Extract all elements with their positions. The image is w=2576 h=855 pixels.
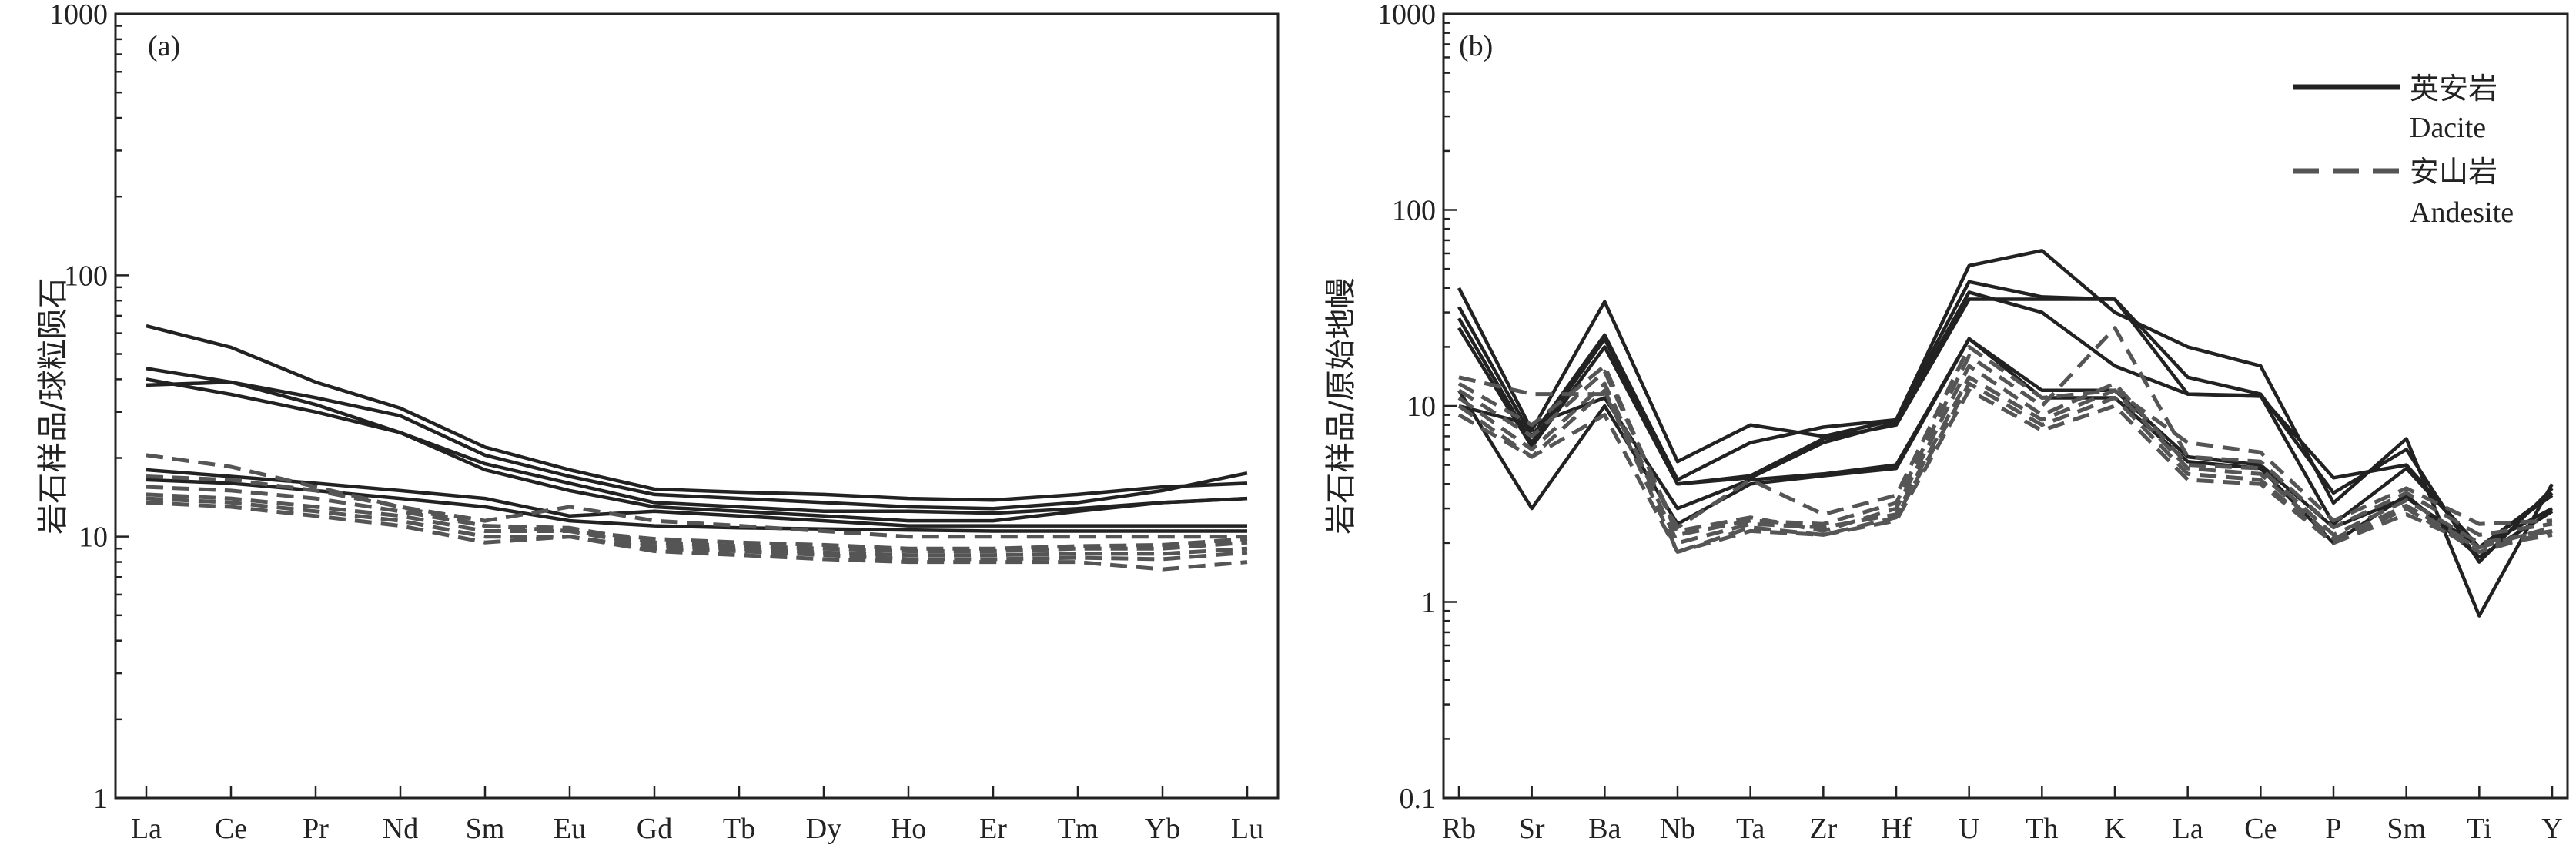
panel-a-x-tick-label: Er: [979, 813, 1007, 845]
panel-a-series-lines: [146, 324, 1248, 572]
panel-b-x-tick-label: Ce: [2244, 813, 2277, 845]
panel-b-legend: 英安岩 Dacite 安山岩 Andesite: [2293, 72, 2514, 229]
panel-a-series-andesite-12: [146, 500, 1248, 572]
panel-a-x-tick-label: Dy: [806, 813, 841, 845]
panel-a-label: (a): [148, 30, 180, 62]
panel-a-x-tick-label: Tm: [1058, 813, 1099, 845]
panel-b-axis-ticks: 0.1 1 10 100 1000 Rb Sr Ba Nb Ta Zr Hf U Th K La Ce P Sm Ti…: [1377, 0, 2563, 845]
panel-a-series-andesite-10: [146, 492, 1248, 558]
panel-b-series-andesite-10: [1457, 375, 2553, 550]
legend-dacite-label-en: Dacite: [2410, 112, 2486, 144]
panel-b-series-lines: [1457, 249, 2554, 618]
panel-a-x-tick-label: Eu: [554, 813, 586, 845]
panel-a-y-tick-label: 1: [93, 783, 108, 815]
panel-a-y-tick-label: 1000: [49, 0, 108, 31]
panel-b-y-tick-label: 100: [1392, 195, 1436, 227]
panel-b-y-tick-label: 0.1: [1400, 783, 1437, 815]
panel-a-x-tick-label: Tb: [723, 813, 755, 845]
panel-a-y-tick-label: 10: [79, 521, 108, 554]
panel-a-series-dacite-3: [146, 377, 1248, 515]
panel-b-x-tick-label: Ta: [1736, 813, 1765, 845]
legend-andesite-label-cn: 安山岩: [2410, 155, 2497, 189]
legend-andesite-label-en: Andesite: [2410, 196, 2514, 229]
panel-b-y-tick-label: 10: [1407, 391, 1436, 423]
panel-a-y-axis-label: 岩石样品/球粒陨石: [35, 277, 71, 534]
panel-a-x-tick-label: Ho: [891, 813, 926, 845]
panel-a-x-tick-label: Pr: [303, 813, 329, 845]
panel-a-plot-frame: [114, 12, 1280, 800]
panel-b-series-dacite-4: [1457, 297, 2554, 549]
panel-b-x-tick-label: Sr: [1519, 813, 1545, 845]
panel-b-primitive-mantle-spider: (b) 岩石样品/原始地幔 0.1 1 10 100 1000 Rb Sr Ba Nb Ta Zr H…: [1323, 0, 2569, 845]
panel-b-x-tick-label: Rb: [1442, 813, 1476, 845]
panel-a-series-andesite-7: [146, 453, 1247, 539]
panel-a-x-tick-label: Ce: [215, 813, 247, 845]
panel-a-chondrite-ree: (a) 岩石样品/球粒陨石 1 10 100 1000 La Ce Pr Nd Sm Eu Gd Tb…: [35, 0, 1280, 845]
panel-b-series-andesite-12: [1457, 388, 2553, 554]
panel-a-series-andesite-11: [146, 496, 1248, 562]
panel-b-series-andesite-9: [1457, 364, 2553, 545]
panel-b-x-tick-label: Zr: [1809, 813, 1837, 845]
panel-a-x-tick-label: Nd: [383, 813, 418, 845]
panel-a-axis-ticks: 1 10 100 1000 La Ce Pr Nd Sm Eu Gd Tb Dy Ho Er Tm Yb Lu: [49, 0, 1263, 845]
panel-b-x-tick-label: La: [2173, 813, 2203, 845]
panel-a-series-dacite-5: [146, 468, 1247, 528]
panel-a-series-andesite-9: [146, 484, 1248, 553]
panel-b-x-tick-label: Ti: [2467, 813, 2491, 845]
panel-a-x-tick-label: Sm: [466, 813, 505, 845]
panel-b-x-tick-label: P: [2325, 813, 2341, 845]
panel-a-x-tick-label: La: [131, 813, 162, 845]
panel-b-y-tick-label: 1000: [1377, 0, 1436, 31]
legend-dacite-label-cn: 英安岩: [2410, 72, 2497, 106]
panel-b-x-tick-label: Y: [2541, 813, 2562, 845]
panel-a-series-dacite-1: [146, 324, 1248, 502]
panel-a-x-tick-label: Lu: [1231, 813, 1263, 845]
panel-b-x-tick-label: Th: [2026, 813, 2058, 845]
panel-a-series-dacite-4: [146, 380, 1248, 523]
panel-b-y-axis-label: 岩石样品/原始地幔: [1323, 277, 1359, 534]
panel-a-x-tick-label: Yb: [1145, 813, 1180, 845]
panel-b-x-tick-label: K: [2104, 813, 2126, 845]
panel-a-series-andesite-8: [146, 474, 1248, 551]
panel-a-y-tick-label: 100: [64, 260, 108, 292]
panel-b-x-tick-label: Sm: [2387, 813, 2426, 845]
panel-b-x-tick-label: Hf: [1881, 813, 1912, 845]
panel-a-series-dacite-2: [146, 367, 1248, 511]
panel-b-series-dacite-3: [1457, 290, 2554, 549]
panel-b-label: (b): [1459, 30, 1493, 62]
panel-b-x-tick-label: Nb: [1660, 813, 1695, 845]
panel-b-x-tick-label: Ba: [1588, 813, 1621, 845]
panel-a-x-tick-label: Gd: [637, 813, 672, 845]
panel-b-x-tick-label: U: [1959, 813, 1979, 845]
panel-b-series-andesite-11: [1457, 381, 2553, 554]
panel-b-y-tick-label: 1: [1421, 587, 1436, 619]
